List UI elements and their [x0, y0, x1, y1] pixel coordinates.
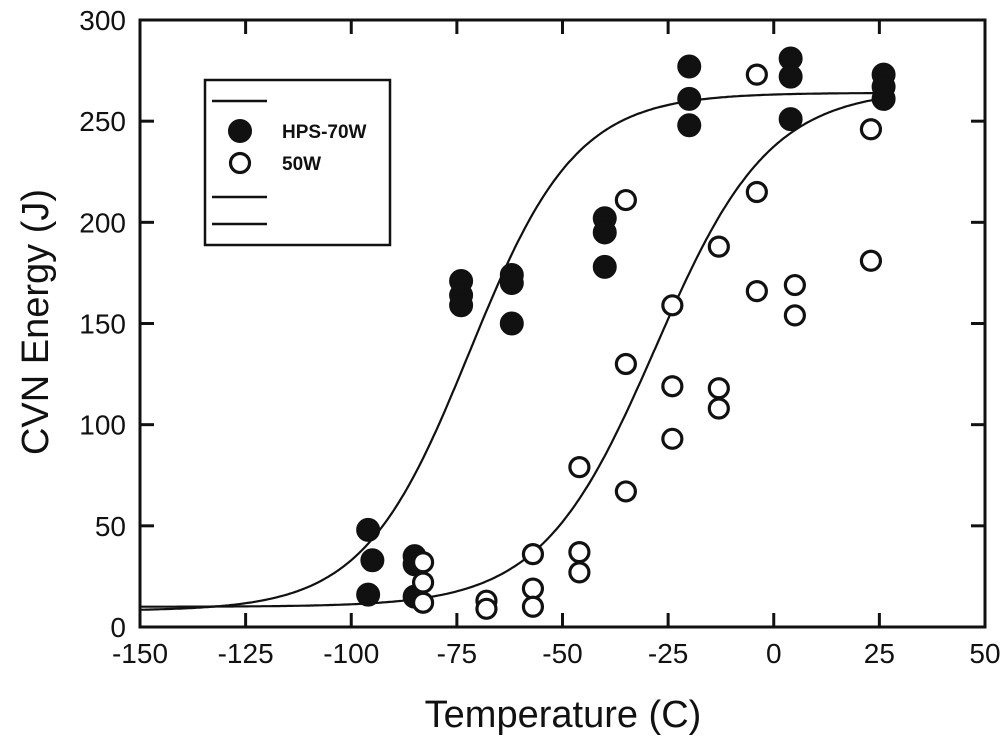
- x-tick-label: 0: [766, 638, 782, 669]
- point-50w: [745, 280, 768, 303]
- point-50w: [707, 235, 730, 258]
- point-hps-70w: [677, 113, 702, 138]
- point-50w: [521, 595, 545, 618]
- point-hps-70w: [499, 311, 524, 336]
- legend: HPS-70W 50W: [203, 78, 392, 247]
- y-tick-label: 300: [79, 5, 126, 36]
- point-hps-70w: [356, 517, 381, 542]
- y-tick-label: 150: [79, 309, 126, 340]
- point-50w: [568, 561, 591, 584]
- fit-curves: [139, 91, 888, 611]
- x-tick-label: -25: [648, 638, 688, 669]
- y-tick-label: 200: [79, 207, 126, 238]
- x-tick-label: -125: [218, 638, 274, 669]
- x-tick-label: 50: [969, 638, 1000, 669]
- point-50w: [411, 571, 435, 594]
- tick-labels: -150 -125 -100 -75 -50 -25 0 25 50 0 50 100 150 200 25…: [79, 5, 1000, 669]
- y-axis-title: CVN Energy (J): [15, 189, 57, 455]
- x-tick-label: -150: [112, 638, 168, 669]
- point-50w: [614, 188, 637, 212]
- point-hps-70w: [677, 54, 702, 79]
- point-hps-70w: [449, 293, 474, 318]
- point-50w: [614, 352, 637, 376]
- point-50w: [661, 427, 684, 450]
- y-tick-label: 250: [79, 106, 126, 137]
- point-50w: [707, 377, 730, 400]
- fit-curve: [140, 96, 888, 608]
- point-50w: [859, 249, 883, 272]
- point-50w: [707, 397, 730, 420]
- point-50w: [661, 294, 684, 317]
- legend-label-hps-70w: HPS-70W: [282, 122, 367, 143]
- point-50w: [661, 375, 684, 398]
- point-hps-70w: [360, 548, 385, 573]
- point-hps-70w: [356, 582, 381, 607]
- point-hps-70w: [778, 64, 803, 89]
- point-hps-70w: [871, 86, 896, 111]
- legend-marker-hps-70w: [228, 119, 252, 143]
- x-tick-label: -50: [542, 638, 582, 669]
- fit-curve: [139, 91, 888, 611]
- legend-marker-50w: [228, 151, 252, 175]
- point-hps-70w: [499, 271, 524, 296]
- point-50w: [783, 273, 806, 297]
- data-points: [356, 46, 896, 620]
- point-50w: [614, 480, 637, 503]
- x-tick-label: -75: [437, 638, 477, 669]
- point-50w: [411, 551, 435, 574]
- x-tick-label: 25: [864, 638, 895, 669]
- legend-label-50w: 50W: [282, 154, 321, 175]
- point-50w: [411, 591, 435, 614]
- point-hps-70w: [677, 86, 702, 111]
- point-50w: [745, 63, 768, 86]
- point-50w: [745, 180, 768, 204]
- point-50w: [521, 543, 545, 566]
- point-50w: [568, 541, 591, 564]
- y-tick-label: 50: [95, 511, 126, 542]
- point-50w: [859, 118, 883, 141]
- y-tick-label: 100: [79, 410, 126, 441]
- axis-ticks: [138, 18, 987, 629]
- y-tick-label: 0: [110, 612, 126, 643]
- point-hps-70w: [778, 107, 803, 132]
- point-hps-70w: [592, 220, 617, 245]
- point-50w: [568, 456, 591, 479]
- x-tick-label: -100: [323, 638, 379, 669]
- point-50w: [783, 304, 806, 327]
- x-axis-title: Temperature (C): [425, 694, 702, 736]
- point-50w: [521, 577, 545, 600]
- point-50w: [475, 597, 498, 620]
- point-hps-70w: [592, 254, 617, 279]
